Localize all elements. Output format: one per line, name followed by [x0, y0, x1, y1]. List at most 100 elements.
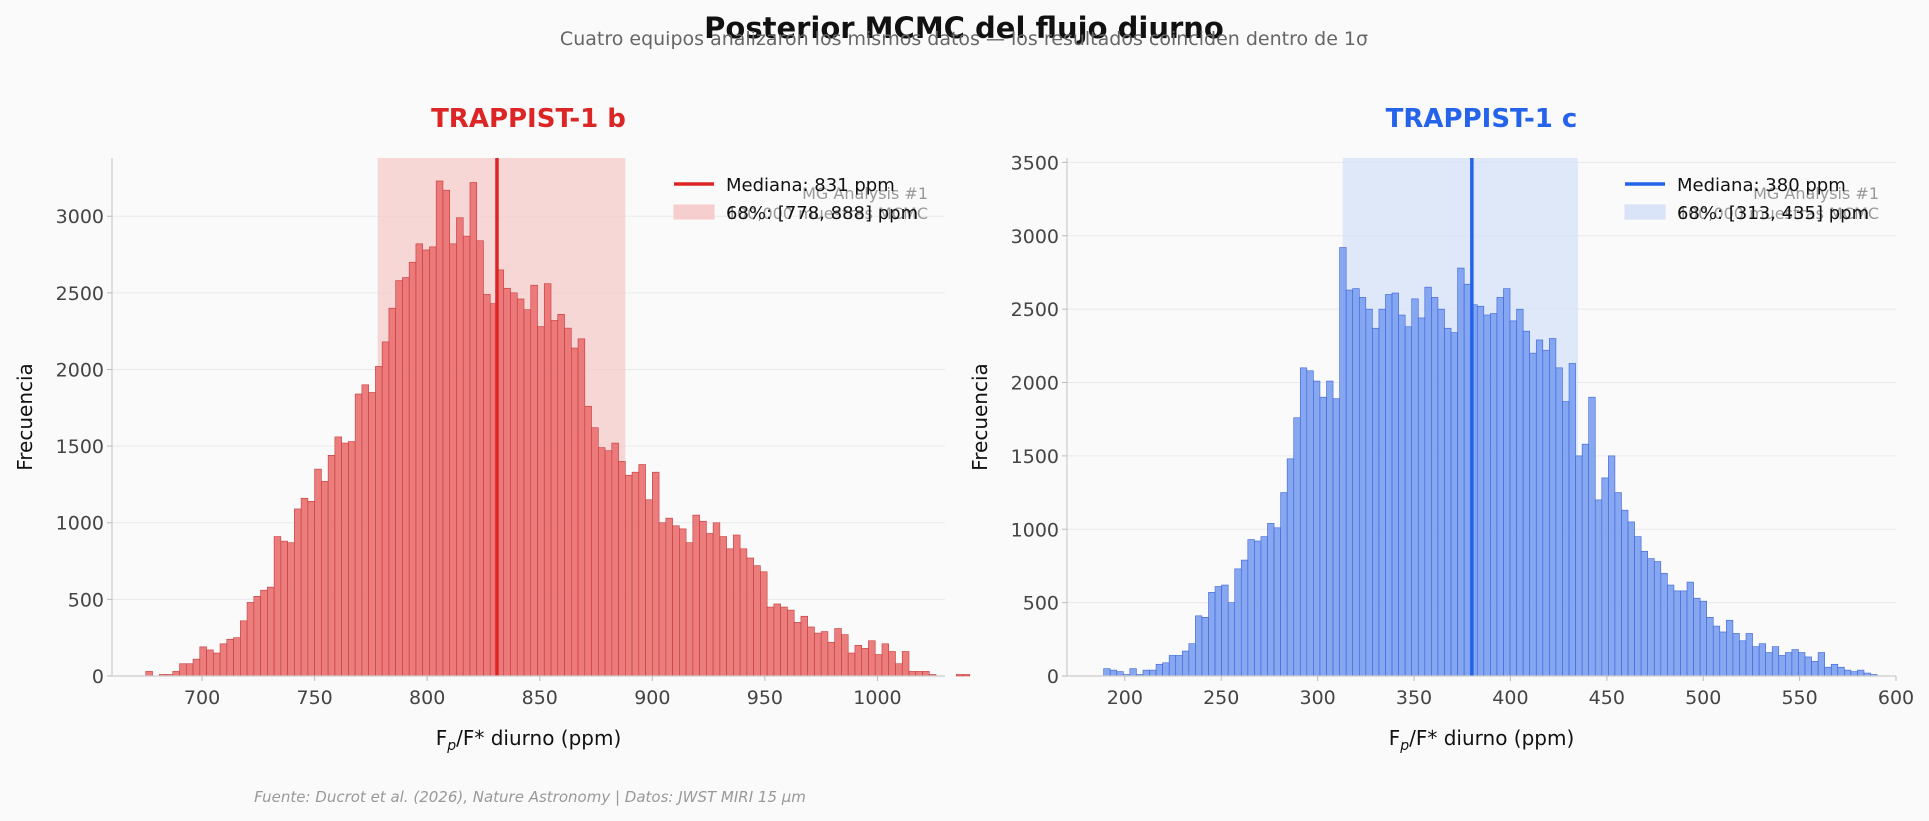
watermark-team: MG Analysis #1: [1753, 184, 1879, 203]
histogram-bar: [1758, 643, 1766, 677]
histogram-bar: [334, 436, 342, 677]
legend-median-label: Mediana: 380 ppm: [1677, 175, 1846, 196]
histogram-bar: [665, 517, 673, 677]
watermark-samples: 100,000 muestras MCMC: [727, 204, 928, 223]
histogram-bar: [1732, 633, 1740, 677]
histogram-bar: [300, 497, 309, 677]
histogram-bar: [1647, 558, 1655, 677]
x-tick-label: 850: [522, 687, 558, 709]
histogram-bar: [1483, 314, 1491, 677]
histogram-bar: [739, 548, 748, 677]
histogram-bar: [597, 447, 606, 677]
histogram-bar: [618, 461, 626, 677]
x-tick-label: 300: [1299, 687, 1335, 709]
histogram-bar: [719, 536, 727, 677]
histogram-bar: [915, 671, 923, 677]
histogram-bar: [483, 294, 491, 677]
histogram-bar: [199, 646, 207, 677]
histogram-bar: [773, 603, 781, 677]
histogram-bar: [807, 626, 815, 677]
histogram-bar: [901, 651, 910, 677]
histogram-bar: [1155, 663, 1163, 677]
histogram-bar: [706, 533, 714, 677]
histogram-bar: [510, 292, 518, 677]
y-tick-label: 0: [1047, 666, 1059, 688]
histogram-bar: [1509, 320, 1517, 677]
histogram-bar: [726, 548, 734, 677]
histogram-bar: [1522, 330, 1530, 677]
histogram-bar: [868, 640, 876, 677]
histogram-bar: [1804, 656, 1812, 677]
histogram-bar: [1549, 338, 1557, 677]
histogram-bar: [1424, 286, 1432, 677]
legend-median-label: Mediana: 831 ppm: [726, 175, 895, 196]
histogram-bar: [1181, 650, 1190, 677]
histogram-bar: [1273, 527, 1281, 677]
histogram-bar: [679, 528, 687, 677]
histogram-bar: [1712, 625, 1721, 677]
histogram-bar: [1326, 380, 1334, 677]
histogram-bar: [1431, 297, 1439, 677]
histogram-bar: [1195, 615, 1203, 677]
histogram-bar: [314, 468, 322, 677]
histogram: [145, 180, 971, 677]
histogram-bar: [908, 671, 917, 677]
histogram-bar: [685, 542, 694, 677]
histogram-bar: [1365, 308, 1373, 677]
y-axis-label: Frecuencia: [13, 363, 37, 471]
histogram-bar: [206, 649, 214, 677]
histogram-bar: [361, 384, 369, 677]
histogram-bar: [1358, 297, 1367, 677]
legend-ci-swatch: [673, 204, 715, 220]
y-tick-label: 1500: [56, 436, 104, 458]
histogram-bar: [1437, 308, 1445, 677]
histogram-bar: [172, 671, 180, 677]
histogram-bar: [1542, 349, 1550, 677]
histogram-bar: [321, 481, 329, 677]
histogram-bar: [604, 450, 613, 677]
histogram-bar: [591, 427, 599, 677]
histogram-bar: [1175, 655, 1183, 677]
histogram-bar: [557, 314, 565, 677]
x-tick-label: 600: [1878, 687, 1914, 709]
histogram-bar: [530, 284, 538, 677]
histogram-bar: [841, 634, 849, 677]
histogram-bar: [733, 534, 741, 677]
histogram-bar: [1103, 668, 1111, 677]
histogram-bar: [1404, 326, 1413, 677]
x-axis-label-main: F: [436, 726, 448, 750]
histogram-bar: [368, 392, 376, 677]
histogram-bar: [213, 652, 221, 677]
histogram-bar: [516, 298, 525, 677]
figure-title: Posterior MCMC del flujo diurno: [704, 11, 1224, 45]
histogram-bar: [388, 307, 396, 677]
histogram-bar: [1109, 669, 1118, 677]
x-tick-label: 500: [1685, 687, 1721, 709]
histogram-bar: [1844, 669, 1852, 677]
histogram-bar: [1227, 602, 1236, 677]
histogram-bar: [1214, 586, 1222, 677]
histogram-bar: [287, 542, 295, 677]
histogram-bar: [1575, 455, 1583, 677]
histogram-bar: [1221, 584, 1229, 677]
histogram-bar: [1594, 499, 1603, 677]
histogram-bar: [1260, 536, 1268, 677]
histogram-bar: [1535, 339, 1544, 677]
histogram-bar: [1240, 559, 1249, 677]
histogram-bar: [1785, 652, 1793, 677]
histogram-bar: [814, 632, 822, 677]
y-tick-label: 2500: [1011, 299, 1059, 321]
x-tick-label: 1000: [853, 687, 901, 709]
histogram-bar: [847, 652, 856, 677]
histogram-bar: [1588, 396, 1596, 677]
histogram-bar: [280, 540, 288, 677]
histogram-bar: [564, 327, 572, 677]
histogram-bar: [1608, 455, 1616, 677]
histogram-bar: [1234, 568, 1242, 677]
histogram-bar: [1778, 655, 1786, 677]
histogram-bar: [294, 508, 302, 677]
histogram-bar: [327, 455, 336, 677]
histogram-bar: [1162, 662, 1170, 677]
histogram-bar: [402, 277, 410, 677]
panel-title: TRAPPIST-1 b: [431, 104, 626, 134]
